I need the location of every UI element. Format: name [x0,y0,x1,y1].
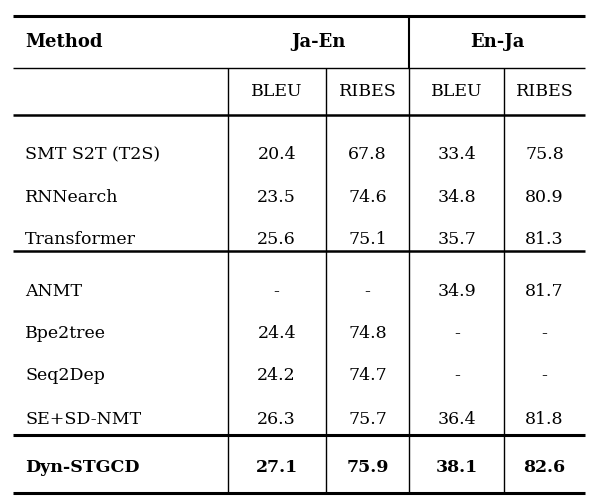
Text: Dyn-STGCD: Dyn-STGCD [25,459,140,477]
Text: 82.6: 82.6 [523,459,566,477]
Text: SMT S2T (T2S): SMT S2T (T2S) [25,146,160,163]
Text: BLEU: BLEU [251,83,303,100]
Text: 67.8: 67.8 [348,146,387,163]
Text: 81.7: 81.7 [525,282,564,300]
Text: 24.2: 24.2 [257,367,296,384]
Text: 74.6: 74.6 [348,189,387,206]
Text: RNNearch: RNNearch [25,189,118,206]
Text: Seq2Dep: Seq2Dep [25,367,105,384]
Text: -: - [454,367,460,384]
Text: Bpe2tree: Bpe2tree [25,325,106,342]
Text: 75.7: 75.7 [348,411,387,428]
Text: 27.1: 27.1 [255,459,298,477]
Text: 23.5: 23.5 [257,189,296,206]
Text: 38.1: 38.1 [435,459,478,477]
Text: 33.4: 33.4 [437,146,476,163]
Text: Transformer: Transformer [25,231,136,248]
Text: 74.8: 74.8 [348,325,387,342]
Text: 25.6: 25.6 [257,231,296,248]
Text: RIBES: RIBES [338,83,396,100]
Text: 24.4: 24.4 [257,325,296,342]
Text: 75.1: 75.1 [348,231,387,248]
Text: 80.9: 80.9 [525,189,564,206]
Text: 74.7: 74.7 [348,367,387,384]
Text: -: - [542,325,547,342]
Text: 34.9: 34.9 [437,282,476,300]
Text: En-Ja: En-Ja [469,33,524,51]
Text: SE+SD-NMT: SE+SD-NMT [25,411,141,428]
Text: ANMT: ANMT [25,282,82,300]
Text: 75.9: 75.9 [346,459,389,477]
Text: -: - [454,325,460,342]
Text: Method: Method [25,33,103,51]
Text: -: - [365,282,370,300]
Text: 26.3: 26.3 [257,411,296,428]
Text: 75.8: 75.8 [525,146,564,163]
Text: 81.3: 81.3 [525,231,564,248]
Text: RIBES: RIBES [515,83,573,100]
Text: 34.8: 34.8 [437,189,476,206]
Text: -: - [542,367,547,384]
Text: BLEU: BLEU [431,83,483,100]
Text: Ja-En: Ja-En [291,33,346,51]
Text: 35.7: 35.7 [437,231,476,248]
Text: 20.4: 20.4 [257,146,296,163]
Text: 81.8: 81.8 [525,411,564,428]
Text: -: - [274,282,280,300]
Text: 36.4: 36.4 [437,411,476,428]
